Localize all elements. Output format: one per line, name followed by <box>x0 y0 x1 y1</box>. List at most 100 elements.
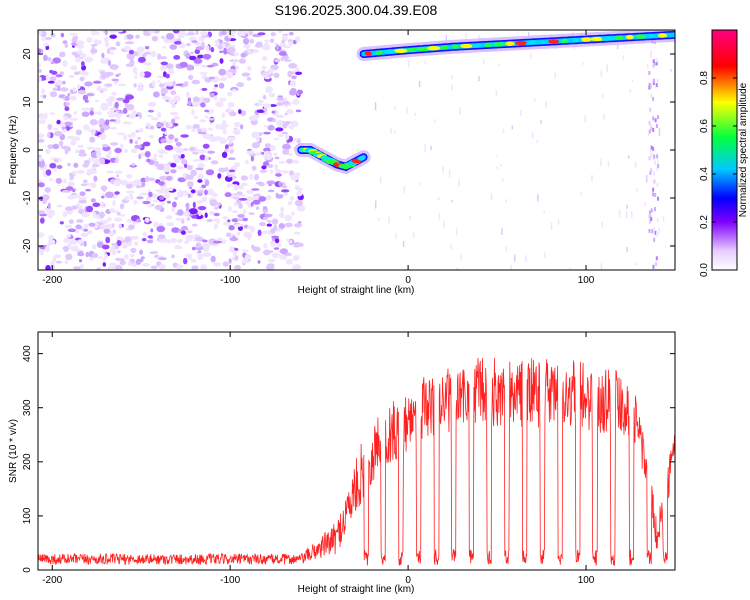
noise-speckle <box>190 258 197 263</box>
noise-speckle <box>111 78 120 82</box>
noise-speckle <box>117 250 121 254</box>
edge-noise <box>652 64 655 69</box>
noise-speckle <box>175 142 182 147</box>
noise-speckle <box>134 75 138 79</box>
noise-speckle <box>96 267 101 270</box>
noise-speckle <box>105 98 114 103</box>
feature-blob <box>407 47 417 53</box>
faint-streak <box>448 170 451 178</box>
noise-speckle <box>173 146 182 152</box>
faint-streak <box>647 64 649 69</box>
noise-speckle <box>191 40 198 44</box>
faint-streak <box>606 64 608 72</box>
noise-speckle <box>261 74 268 78</box>
noise-speckle <box>76 130 81 134</box>
noise-speckle <box>59 51 66 58</box>
noise-speckle <box>284 134 290 140</box>
noise-speckle <box>84 81 93 87</box>
noise-speckle <box>224 148 228 153</box>
noise-speckle <box>160 64 167 71</box>
noise-speckle <box>197 253 204 261</box>
noise-speckle <box>276 101 284 106</box>
noise-speckle <box>134 71 139 75</box>
noise-speckle <box>222 129 227 135</box>
noise-speckle <box>232 250 238 257</box>
edge-noise <box>650 124 653 129</box>
edge-noise <box>655 261 658 266</box>
noise-speckle <box>86 92 95 97</box>
edge-noise <box>657 196 659 201</box>
noise-speckle <box>185 124 192 130</box>
noise-speckle <box>162 46 166 49</box>
noise-speckle <box>176 264 184 269</box>
noise-speckle <box>264 42 270 49</box>
noise-speckle <box>135 258 141 265</box>
noise-speckle <box>118 223 123 229</box>
faint-streak <box>626 204 628 209</box>
noise-speckle <box>55 177 62 184</box>
noise-speckle <box>114 245 119 250</box>
faint-streak <box>402 241 405 247</box>
noise-speckle <box>271 110 276 114</box>
noise-speckle <box>179 42 186 49</box>
noise-speckle <box>108 30 117 33</box>
noise-speckle <box>163 167 172 173</box>
noise-speckle <box>102 189 106 192</box>
noise-speckle <box>79 191 86 196</box>
noise-speckle <box>192 124 200 129</box>
noise-speckle <box>293 138 299 142</box>
noise-speckle <box>105 83 113 87</box>
noise-speckle <box>182 172 186 178</box>
noise-speckle <box>273 247 280 250</box>
noise-speckle <box>107 48 111 54</box>
noise-speckle <box>72 170 77 176</box>
noise-speckle <box>116 115 121 119</box>
noise-speckle <box>226 46 236 54</box>
noise-speckle <box>55 260 63 264</box>
noise-speckle <box>70 65 78 71</box>
snr-y-tick-label: 300 <box>22 399 33 416</box>
noise-speckle <box>201 243 211 248</box>
noise-speckle <box>52 87 57 91</box>
noise-speckle <box>263 39 270 43</box>
feature-blob <box>384 49 397 54</box>
noise-speckle <box>114 159 119 164</box>
noise-speckle <box>236 231 241 236</box>
faint-streak <box>496 166 499 170</box>
feature-blob <box>505 41 515 46</box>
faint-streak <box>534 98 536 102</box>
noise-speckle <box>251 165 257 171</box>
noise-speckle <box>86 37 93 43</box>
noise-speckle <box>147 204 152 208</box>
noise-speckle <box>275 127 284 132</box>
edge-noise <box>656 218 659 223</box>
faint-streak <box>374 102 377 111</box>
noise-speckle <box>241 72 251 77</box>
noise-speckle <box>124 236 132 243</box>
noise-speckle <box>250 155 255 162</box>
noise-speckle <box>81 111 90 117</box>
feature-blob <box>601 36 615 41</box>
faint-streak <box>430 145 432 151</box>
noise-speckle <box>219 137 228 144</box>
noise-speckle <box>64 224 73 229</box>
noise-speckle <box>99 224 109 229</box>
snr-x-tick-label: -200 <box>42 575 62 586</box>
noise-speckle <box>140 152 145 156</box>
noise-speckle <box>90 48 98 54</box>
noise-speckle <box>106 110 115 115</box>
noise-speckle <box>228 183 235 187</box>
noise-speckle <box>174 196 179 201</box>
noise-speckle <box>147 30 156 34</box>
noise-speckle <box>44 187 51 193</box>
noise-speckle <box>156 122 165 128</box>
feature-blob <box>581 37 592 42</box>
noise-speckle <box>204 156 209 161</box>
faint-streak <box>390 127 392 134</box>
noise-speckle <box>126 174 133 179</box>
noise-speckle <box>96 151 102 158</box>
noise-speckle <box>240 175 248 181</box>
faint-streak <box>580 191 583 196</box>
noise-speckle <box>53 254 62 259</box>
noise-speckle <box>236 191 243 196</box>
